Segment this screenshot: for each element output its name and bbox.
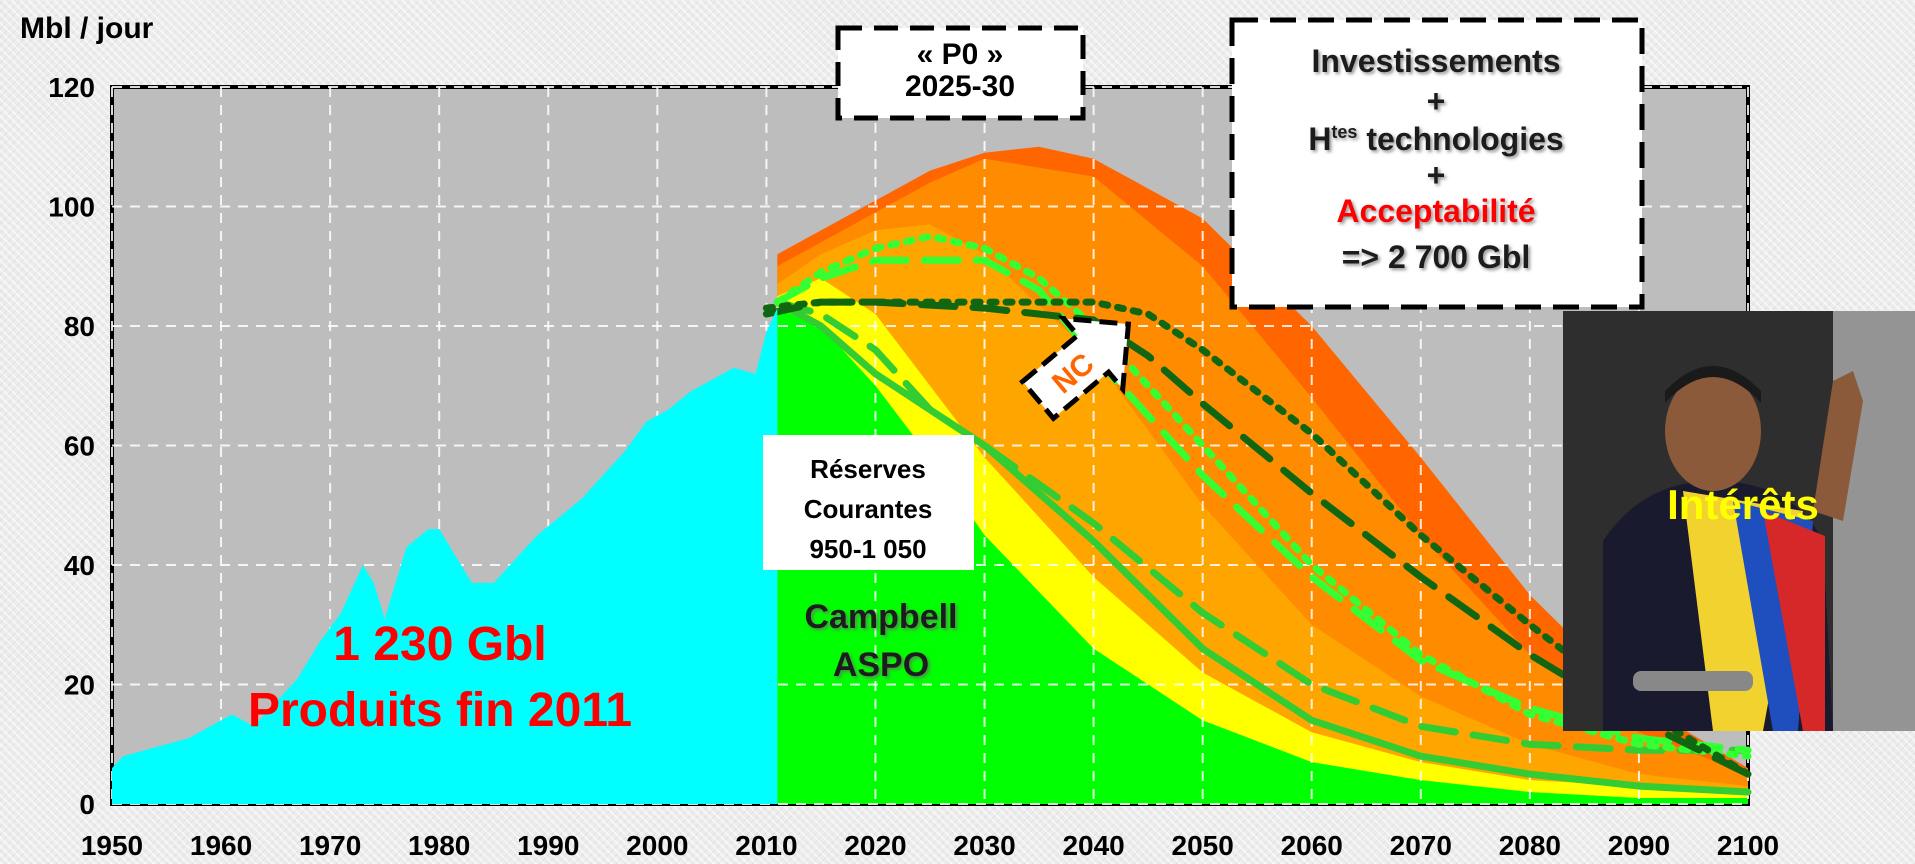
- scenario-line-dashed-green: [773, 298, 1752, 754]
- x-tick-label: 1960: [190, 830, 252, 861]
- person-illustration: [1563, 311, 1915, 731]
- area-current-reserves: [777, 308, 1748, 804]
- scenario-line-solid-green: [773, 298, 1752, 796]
- x-tick-label: 2020: [844, 830, 906, 861]
- area-historical: [112, 308, 778, 804]
- x-tick-label: 2040: [1062, 830, 1124, 861]
- scenario-line-dotted-dark-green: [762, 298, 1752, 778]
- y-axis-label: Mbl / jour: [20, 12, 154, 45]
- y-tick-label: 100: [48, 192, 95, 223]
- y-tick-labels: 0 20 40 60 80 100 120: [48, 72, 95, 820]
- x-tick-label: 1990: [517, 830, 579, 861]
- invest-line1: Investissements: [1311, 43, 1560, 79]
- x-tick-label: 1950: [81, 830, 143, 861]
- invest-line4: => 2 700 Gbl: [1342, 239, 1531, 275]
- photo-person-waving: Intérêts: [1563, 311, 1915, 731]
- x-tick-label: 2070: [1390, 830, 1452, 861]
- invest-line3: Acceptabilité: [1336, 193, 1535, 229]
- x-tick-label: 1980: [408, 830, 470, 861]
- x-tick-label: 2100: [1717, 830, 1779, 861]
- reserves-line1: Réserves: [810, 454, 926, 484]
- invest-plus2: +: [1427, 157, 1446, 193]
- nc-arrow: NC: [1019, 315, 1132, 422]
- invest-line2: Htes technologies: [1308, 121, 1563, 157]
- campbell-line2: ASPO: [833, 646, 929, 684]
- x-tick-label: 2050: [1172, 830, 1234, 861]
- x-tick-label: 2080: [1499, 830, 1561, 861]
- x-tick-label: 1970: [299, 830, 361, 861]
- x-tick-label: 2090: [1608, 830, 1670, 861]
- x-tick-label: 2060: [1281, 830, 1343, 861]
- y-tick-label: 0: [79, 789, 95, 820]
- p0-line2: 2025-30: [905, 70, 1015, 103]
- reserves-box: [763, 435, 974, 570]
- reserves-line2: Courantes: [804, 494, 933, 524]
- photo-caption: Intérêts: [1667, 481, 1819, 528]
- y-tick-label: 40: [64, 550, 95, 581]
- historical-layer: [112, 308, 778, 804]
- y-tick-label: 60: [64, 431, 95, 462]
- x-tick-label: 2010: [735, 830, 797, 861]
- y-tick-label: 20: [64, 670, 95, 701]
- invest-plus1: +: [1427, 83, 1446, 119]
- y-tick-label: 120: [48, 72, 95, 103]
- x-tick-label: 2030: [953, 830, 1015, 861]
- produced-amount: 1 230 Gbl: [333, 618, 546, 671]
- campbell-line1: Campbell: [804, 598, 957, 636]
- x-tick-label: 2000: [626, 830, 688, 861]
- p0-box: [835, 25, 1086, 121]
- y-tick-label: 80: [64, 311, 95, 342]
- reserves-line3: 950-1 050: [809, 534, 926, 564]
- p0-line1: « P0 »: [917, 38, 1004, 71]
- produced-label: Produits fin 2011: [248, 684, 632, 737]
- x-tick-labels: 1950 1960 1970 1980 1990 2000 2010 2020 2030 2040…: [81, 830, 1779, 861]
- investment-box: [1229, 17, 1645, 310]
